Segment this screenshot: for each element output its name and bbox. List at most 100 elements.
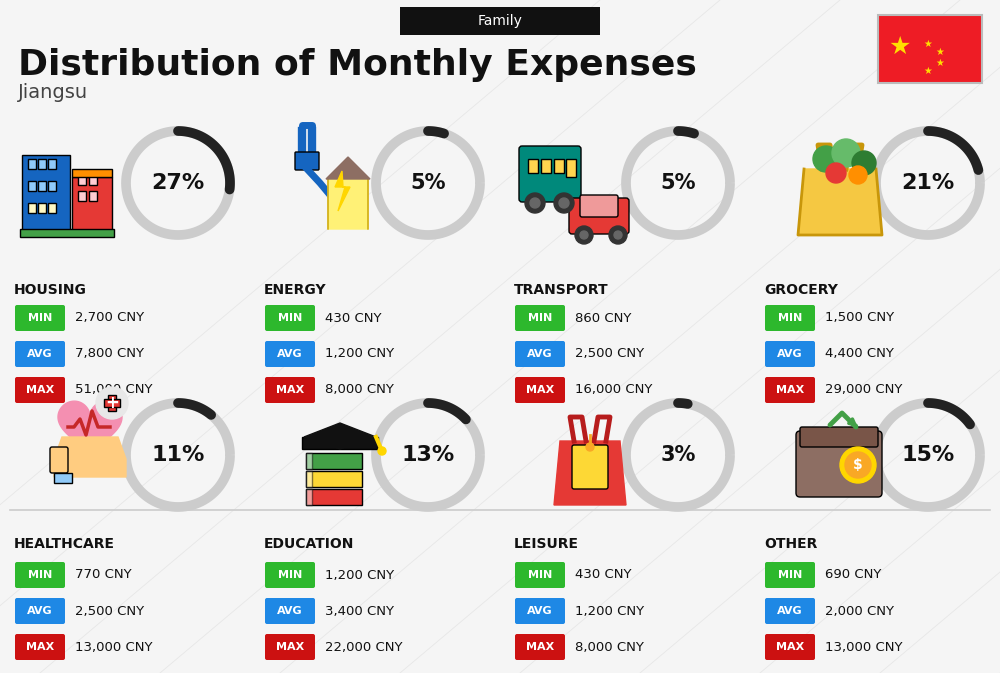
FancyBboxPatch shape: [515, 305, 565, 331]
Circle shape: [614, 231, 622, 239]
FancyBboxPatch shape: [78, 191, 86, 201]
Text: 13,000 CNY: 13,000 CNY: [825, 641, 902, 653]
Circle shape: [832, 139, 860, 167]
Circle shape: [554, 193, 574, 213]
FancyBboxPatch shape: [48, 181, 56, 191]
FancyBboxPatch shape: [515, 562, 565, 588]
FancyBboxPatch shape: [265, 562, 315, 588]
FancyBboxPatch shape: [265, 598, 315, 624]
Text: MAX: MAX: [276, 385, 304, 395]
Text: MAX: MAX: [776, 642, 804, 652]
Text: 2,700 CNY: 2,700 CNY: [75, 312, 144, 324]
Text: 3%: 3%: [660, 445, 696, 465]
FancyBboxPatch shape: [15, 377, 65, 403]
Text: 22,000 CNY: 22,000 CNY: [325, 641, 402, 653]
Text: 13,000 CNY: 13,000 CNY: [75, 641, 152, 653]
FancyBboxPatch shape: [306, 489, 362, 505]
Circle shape: [840, 447, 876, 483]
FancyBboxPatch shape: [48, 159, 56, 169]
Text: AVG: AVG: [27, 606, 53, 616]
FancyBboxPatch shape: [104, 399, 120, 407]
Text: 11%: 11%: [151, 445, 205, 465]
FancyBboxPatch shape: [519, 146, 581, 202]
FancyBboxPatch shape: [572, 445, 608, 489]
Text: 4,400 CNY: 4,400 CNY: [825, 347, 894, 361]
Text: 13%: 13%: [401, 445, 455, 465]
Polygon shape: [54, 437, 126, 477]
FancyBboxPatch shape: [765, 305, 815, 331]
Text: 8,000 CNY: 8,000 CNY: [325, 384, 394, 396]
Text: AVG: AVG: [777, 349, 803, 359]
Text: MIN: MIN: [528, 313, 552, 323]
Text: 2,500 CNY: 2,500 CNY: [75, 604, 144, 618]
FancyBboxPatch shape: [765, 341, 815, 367]
Text: 2,500 CNY: 2,500 CNY: [575, 347, 644, 361]
Circle shape: [852, 151, 876, 175]
FancyBboxPatch shape: [515, 377, 565, 403]
FancyBboxPatch shape: [306, 471, 362, 487]
Text: HEALTHCARE: HEALTHCARE: [14, 537, 115, 551]
Circle shape: [378, 447, 386, 455]
FancyBboxPatch shape: [50, 447, 68, 473]
FancyBboxPatch shape: [306, 489, 312, 505]
Text: 16,000 CNY: 16,000 CNY: [575, 384, 652, 396]
Text: 8,000 CNY: 8,000 CNY: [575, 641, 644, 653]
Text: MIN: MIN: [28, 313, 52, 323]
Text: AVG: AVG: [27, 349, 53, 359]
FancyBboxPatch shape: [15, 634, 65, 660]
FancyBboxPatch shape: [265, 377, 315, 403]
Circle shape: [609, 226, 627, 244]
FancyBboxPatch shape: [20, 229, 114, 237]
FancyBboxPatch shape: [765, 377, 815, 403]
FancyBboxPatch shape: [48, 203, 56, 213]
Polygon shape: [328, 161, 368, 229]
Text: AVG: AVG: [277, 606, 303, 616]
Text: MIN: MIN: [528, 570, 552, 580]
Text: MAX: MAX: [26, 642, 54, 652]
FancyBboxPatch shape: [22, 155, 70, 233]
FancyBboxPatch shape: [765, 562, 815, 588]
Text: MIN: MIN: [278, 313, 302, 323]
Text: GROCERY: GROCERY: [764, 283, 838, 297]
Text: 15%: 15%: [901, 445, 955, 465]
Circle shape: [96, 387, 128, 419]
FancyBboxPatch shape: [89, 175, 97, 185]
FancyBboxPatch shape: [528, 159, 538, 173]
Text: TRANSPORT: TRANSPORT: [514, 283, 609, 297]
FancyBboxPatch shape: [796, 431, 882, 497]
FancyBboxPatch shape: [302, 437, 378, 449]
Text: MAX: MAX: [26, 385, 54, 395]
Circle shape: [559, 198, 569, 208]
Text: MIN: MIN: [778, 570, 802, 580]
Text: AVG: AVG: [527, 606, 553, 616]
Text: ★: ★: [924, 66, 932, 76]
Text: 430 CNY: 430 CNY: [575, 569, 632, 581]
Polygon shape: [58, 401, 122, 459]
FancyBboxPatch shape: [15, 341, 65, 367]
Text: 7,800 CNY: 7,800 CNY: [75, 347, 144, 361]
Text: MAX: MAX: [276, 642, 304, 652]
Text: 1,200 CNY: 1,200 CNY: [325, 347, 394, 361]
Circle shape: [845, 452, 871, 478]
Text: 1,200 CNY: 1,200 CNY: [575, 604, 644, 618]
Text: 27%: 27%: [151, 173, 205, 193]
Circle shape: [575, 226, 593, 244]
FancyBboxPatch shape: [554, 159, 564, 173]
FancyBboxPatch shape: [306, 453, 362, 469]
FancyBboxPatch shape: [28, 159, 36, 169]
FancyBboxPatch shape: [108, 395, 116, 411]
FancyBboxPatch shape: [306, 453, 312, 469]
FancyBboxPatch shape: [15, 598, 65, 624]
Text: 3,400 CNY: 3,400 CNY: [325, 604, 394, 618]
Text: AVG: AVG: [777, 606, 803, 616]
Circle shape: [826, 163, 846, 183]
Text: 21%: 21%: [901, 173, 955, 193]
Circle shape: [849, 166, 867, 184]
FancyBboxPatch shape: [15, 562, 65, 588]
FancyBboxPatch shape: [800, 427, 878, 447]
Text: MAX: MAX: [776, 385, 804, 395]
Text: MAX: MAX: [526, 642, 554, 652]
Text: $: $: [853, 458, 863, 472]
Circle shape: [813, 146, 839, 172]
Circle shape: [580, 231, 588, 239]
